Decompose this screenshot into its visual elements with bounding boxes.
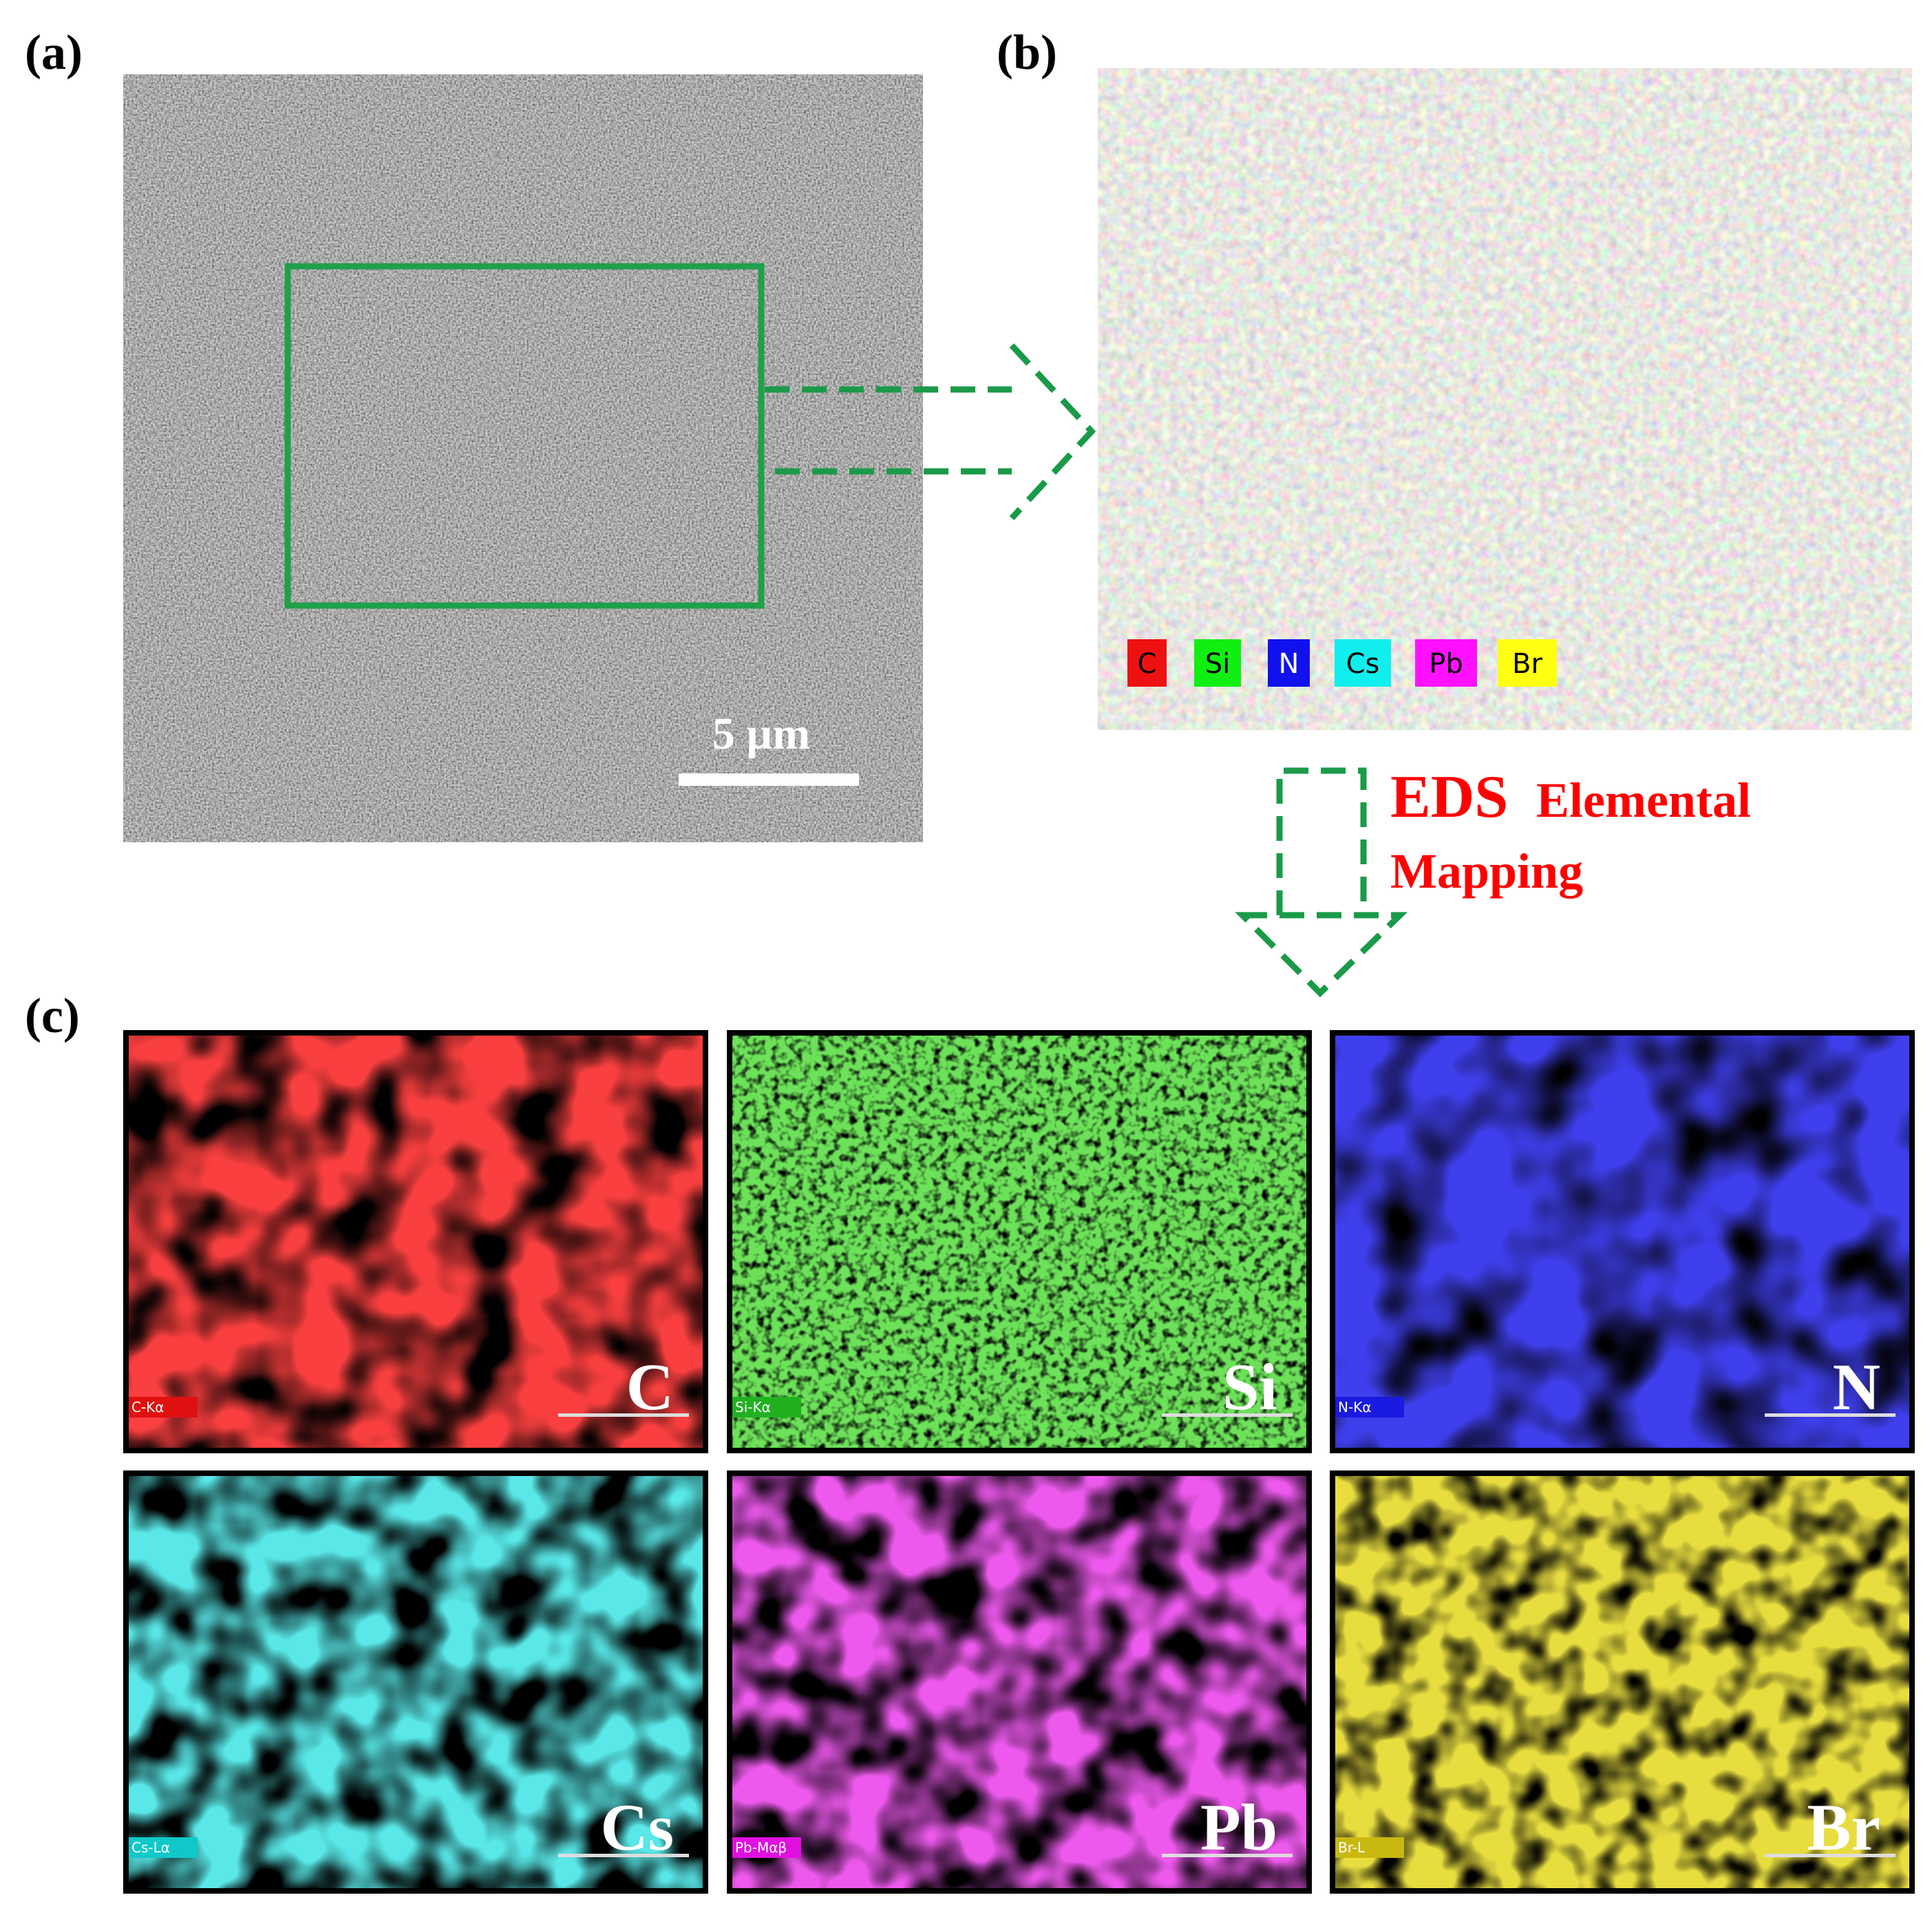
map-scale-bar — [1765, 1413, 1896, 1417]
map-tag-box — [732, 1837, 801, 1858]
legend-label: Pb — [1429, 648, 1463, 680]
overlay-map — [1098, 68, 1912, 730]
right-arrow — [765, 343, 1096, 521]
map-grid: C-Kα C Si-Kα Si N-Kα N Cs-Lα Cs Pb-Mαβ Pb Br-L Br — [123, 1030, 1915, 1894]
map-tag-box — [1335, 1837, 1404, 1858]
legend: C Si N Cs Pb Br — [1127, 639, 1557, 687]
map-tag: Cs-Lα — [131, 1839, 170, 1856]
map-tag-box — [732, 1397, 801, 1417]
panel-label: (c) — [25, 988, 80, 1043]
map-tag-box — [129, 1837, 198, 1858]
element-map — [732, 1476, 1306, 1888]
legend-swatch — [1268, 639, 1310, 687]
legend-swatch — [1127, 639, 1167, 687]
map-tag-box — [129, 1397, 198, 1417]
map-tag: Pb-Mαβ — [735, 1839, 787, 1856]
element-label: Cs — [600, 1790, 674, 1864]
legend-label: Cs — [1346, 648, 1380, 680]
map-tag: Si-Kα — [735, 1399, 771, 1415]
legend-swatch — [1194, 639, 1241, 687]
annotation: Mapping — [1390, 844, 1583, 899]
scale-label: 5 µm — [712, 709, 811, 759]
map-scale-bar — [1162, 1854, 1293, 1857]
legend-swatch — [1498, 639, 1557, 687]
scale-bar — [679, 773, 859, 786]
element-map — [732, 1036, 1306, 1448]
legend-swatch — [1415, 639, 1477, 687]
panel-label: (a) — [25, 25, 83, 80]
element-label: C — [626, 1350, 674, 1424]
map-scale-bar — [1162, 1413, 1293, 1417]
map-tag: Br-L — [1338, 1839, 1366, 1856]
map-tag-box — [1335, 1397, 1404, 1417]
element-label: Pb — [1200, 1790, 1277, 1864]
panel-label: (b) — [997, 25, 1057, 80]
legend-label: C — [1138, 648, 1157, 680]
legend-label: N — [1279, 648, 1299, 680]
legend-label: Si — [1205, 648, 1231, 680]
map-tag: N-Kα — [1338, 1399, 1371, 1415]
element-map — [1335, 1036, 1909, 1448]
element-label: N — [1833, 1350, 1880, 1424]
element-map — [1335, 1476, 1909, 1888]
legend-label: Br — [1512, 648, 1542, 680]
annotation: EDS — [1390, 764, 1508, 831]
sem-texture — [123, 74, 923, 842]
map-scale-bar — [1765, 1854, 1896, 1857]
map-scale-bar — [558, 1854, 689, 1857]
element-map — [129, 1036, 703, 1448]
element-label: Br — [1807, 1790, 1880, 1864]
element-label: Si — [1222, 1350, 1277, 1424]
selection-box — [284, 263, 765, 609]
map-scale-bar — [558, 1413, 689, 1417]
map-tag: C-Kα — [131, 1399, 164, 1415]
legend-swatch — [1335, 639, 1391, 687]
annotation: Elemental — [1536, 773, 1751, 828]
element-map — [129, 1476, 703, 1888]
down-arrow — [1235, 767, 1408, 998]
